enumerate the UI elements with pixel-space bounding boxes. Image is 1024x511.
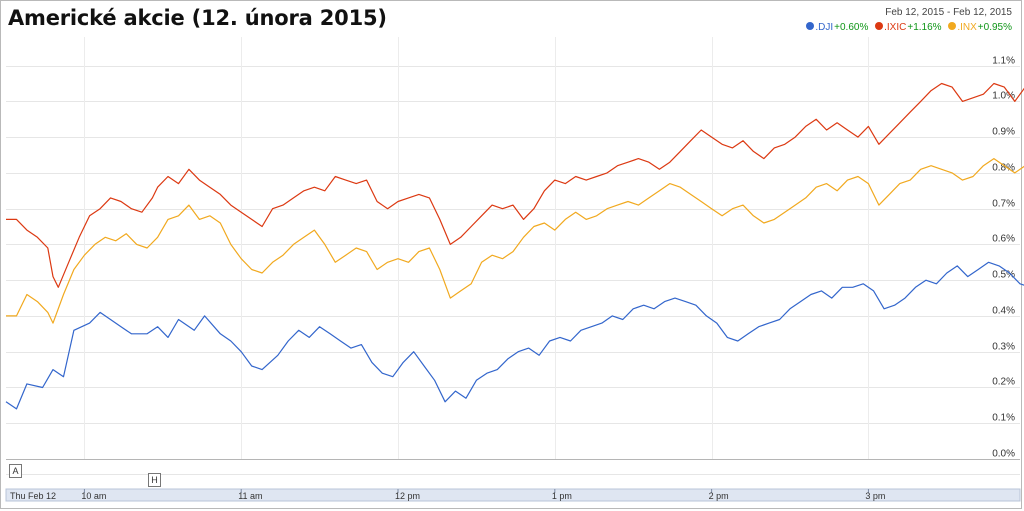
y-tick-label: 0.3%	[992, 342, 1015, 353]
x-tick-label: Thu Feb 12	[10, 491, 56, 501]
x-tick-label: 11 am	[238, 491, 262, 501]
legend-change-ixic: +1.16%	[907, 22, 942, 33]
legend-name-ixic: .IXIC	[884, 22, 907, 33]
x-tick-label: 2 pm	[709, 491, 729, 501]
legend-item-inx[interactable]: .INX+0.95%	[948, 22, 1012, 33]
legend-dot-ixic	[875, 22, 884, 30]
legend-name-inx: .INX	[957, 22, 977, 33]
series-line-dji	[5, 261, 1024, 410]
chart-title: Americké akcie (12. února 2015)	[8, 6, 387, 30]
time-axis-bar	[5, 488, 1021, 502]
x-tick-label: 1 pm	[552, 491, 572, 501]
y-tick-label: 0.7%	[992, 199, 1015, 210]
x-tick-label: 12 pm	[395, 491, 420, 501]
date-from: Feb 12, 2015	[885, 7, 945, 18]
y-tick-label: 0.6%	[992, 234, 1015, 245]
series-line-ixic	[6, 82, 1024, 288]
series-line-inx	[6, 158, 1024, 324]
y-tick-label: 0.4%	[992, 306, 1015, 317]
x-tick-label: 10 am	[81, 491, 106, 501]
y-tick-label: 1.0%	[992, 91, 1015, 102]
annotation-flag-h[interactable]: H	[148, 473, 161, 487]
y-tick-label: 0.9%	[992, 127, 1015, 138]
date-range: Feb 12, 2015 - Feb 12, 2015	[885, 7, 1012, 18]
chart-legend: .DJI+0.60% .IXIC+1.16% .INX+0.95%	[802, 22, 1012, 33]
y-tick-label: 0.1%	[992, 413, 1015, 424]
legend-item-ixic[interactable]: .IXIC+1.16%	[875, 22, 942, 33]
date-to: Feb 12, 2015	[953, 7, 1012, 18]
annotation-flag-a[interactable]: A	[9, 464, 22, 478]
y-tick-label: 0.5%	[992, 270, 1015, 281]
legend-name-dji: .DJI	[815, 22, 834, 33]
y-tick-label: 0.2%	[992, 377, 1015, 388]
legend-item-dji[interactable]: .DJI+0.60%	[806, 22, 868, 33]
y-tick-label: 0.8%	[992, 163, 1015, 174]
x-tick-label: 3 pm	[865, 491, 885, 501]
y-tick-label: 1.1%	[992, 56, 1015, 67]
legend-change-inx: +0.95%	[977, 22, 1012, 33]
legend-change-dji: +0.60%	[834, 22, 869, 33]
legend-dot-dji	[806, 22, 815, 30]
y-tick-label: 0.0%	[992, 449, 1015, 460]
legend-dot-inx	[948, 22, 957, 30]
date-separator: -	[946, 7, 951, 18]
